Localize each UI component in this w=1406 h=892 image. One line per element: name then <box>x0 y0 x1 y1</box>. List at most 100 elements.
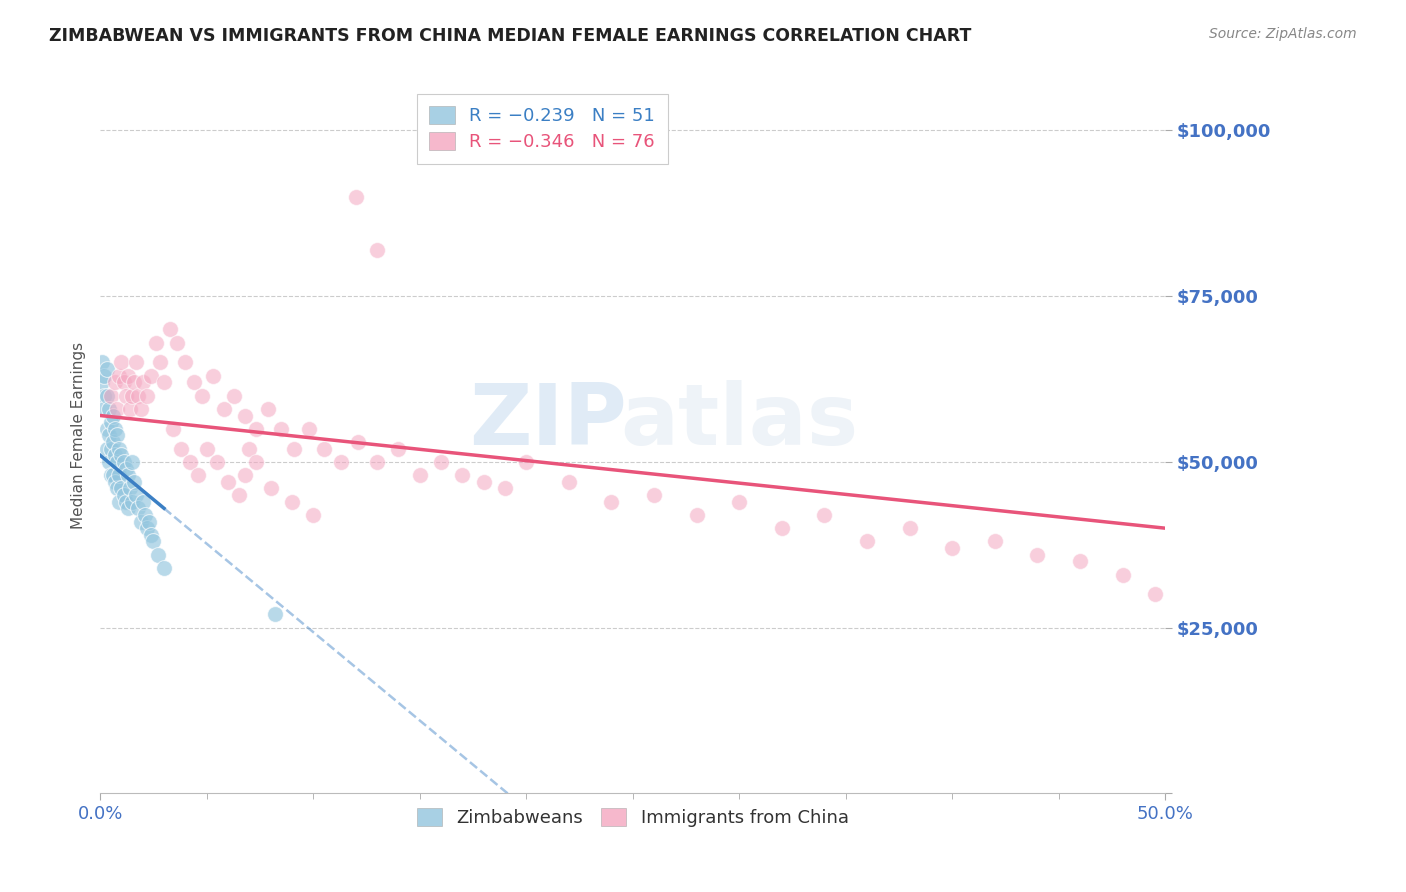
Point <box>100 389 122 403</box>
Point <box>312 442 335 456</box>
Point <box>108 468 131 483</box>
Point <box>96 442 118 456</box>
Point <box>856 534 879 549</box>
Point <box>558 475 581 489</box>
Point <box>141 528 163 542</box>
Point <box>125 355 148 369</box>
Point <box>1112 567 1135 582</box>
Point <box>105 482 128 496</box>
Point <box>257 401 280 416</box>
Point <box>104 448 127 462</box>
Point <box>105 428 128 442</box>
Point <box>207 455 229 469</box>
Point <box>643 488 665 502</box>
Point <box>112 455 135 469</box>
Point <box>728 494 751 508</box>
Point <box>104 422 127 436</box>
Point <box>110 448 132 462</box>
Point <box>302 508 325 522</box>
Point <box>195 442 218 456</box>
Point <box>347 435 370 450</box>
Point <box>112 376 135 390</box>
Point <box>121 389 143 403</box>
Point <box>93 389 115 403</box>
Point <box>134 508 156 522</box>
Point <box>121 494 143 508</box>
Point <box>100 415 122 429</box>
Point <box>91 355 114 369</box>
Legend: Zimbabweans, Immigrants from China: Zimbabweans, Immigrants from China <box>409 801 856 834</box>
Point <box>97 428 120 442</box>
Text: ZIMBABWEAN VS IMMIGRANTS FROM CHINA MEDIAN FEMALE EARNINGS CORRELATION CHART: ZIMBABWEAN VS IMMIGRANTS FROM CHINA MEDI… <box>49 27 972 45</box>
Point <box>813 508 835 522</box>
Point <box>515 455 537 469</box>
Point <box>298 422 321 436</box>
Point <box>159 322 181 336</box>
Point <box>245 422 267 436</box>
Point <box>114 461 136 475</box>
Point <box>101 468 124 483</box>
Point <box>121 455 143 469</box>
Point <box>108 494 131 508</box>
Point <box>127 389 149 403</box>
Point <box>108 442 131 456</box>
Point <box>108 368 131 383</box>
Point <box>96 422 118 436</box>
Point <box>228 488 250 502</box>
Point <box>97 401 120 416</box>
Point <box>283 442 305 456</box>
Point <box>153 561 176 575</box>
Point <box>96 362 118 376</box>
Point <box>238 442 260 456</box>
Point <box>100 468 122 483</box>
Point <box>472 475 495 489</box>
Text: atlas: atlas <box>620 380 858 463</box>
Point <box>110 355 132 369</box>
Point <box>96 389 118 403</box>
Point <box>270 422 292 436</box>
Point <box>153 376 176 390</box>
Point <box>770 521 793 535</box>
Point <box>104 376 127 390</box>
Point <box>170 442 193 456</box>
Point <box>430 455 453 469</box>
Point <box>136 521 159 535</box>
Point <box>259 482 281 496</box>
Point <box>117 468 139 483</box>
Point <box>191 389 214 403</box>
Point <box>183 376 205 390</box>
Point <box>233 468 256 483</box>
Point <box>114 494 136 508</box>
Point <box>100 442 122 456</box>
Point <box>118 401 141 416</box>
Point <box>141 368 163 383</box>
Point <box>93 401 115 416</box>
Point <box>93 368 115 383</box>
Text: ZIP: ZIP <box>468 380 627 463</box>
Point <box>1069 554 1091 568</box>
Point <box>494 482 516 496</box>
Point <box>146 548 169 562</box>
Point <box>112 488 135 502</box>
Point <box>132 494 155 508</box>
Point <box>105 455 128 469</box>
Point <box>104 475 127 489</box>
Point <box>329 455 352 469</box>
Point <box>263 607 285 622</box>
Point <box>122 376 145 390</box>
Point <box>125 488 148 502</box>
Y-axis label: Median Female Earnings: Median Female Earnings <box>72 342 86 529</box>
Point <box>600 494 623 508</box>
Point <box>117 501 139 516</box>
Point <box>451 468 474 483</box>
Point <box>224 389 246 403</box>
Text: Source: ZipAtlas.com: Source: ZipAtlas.com <box>1209 27 1357 41</box>
Point <box>941 541 963 555</box>
Point <box>898 521 921 535</box>
Point <box>202 368 225 383</box>
Point <box>101 435 124 450</box>
Point <box>187 468 209 483</box>
Point <box>132 376 155 390</box>
Point <box>166 335 188 350</box>
Point <box>174 355 197 369</box>
